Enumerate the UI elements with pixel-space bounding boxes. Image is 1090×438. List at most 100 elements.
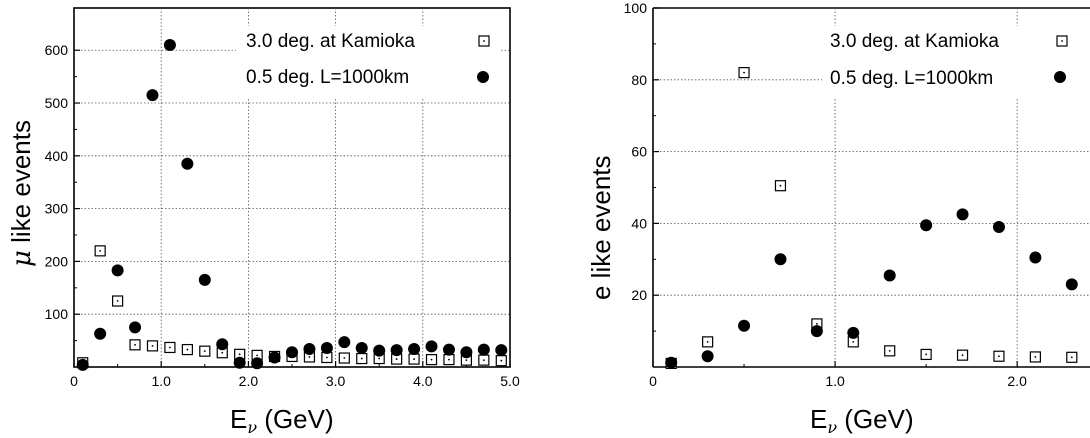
circle-marker xyxy=(268,351,281,364)
square-marker xyxy=(164,341,176,354)
y-axis-label-text: e like events xyxy=(586,155,616,300)
square-marker-dot xyxy=(465,359,468,362)
x-axis-label: Eν (GeV) xyxy=(810,404,914,437)
circle-marker xyxy=(129,321,142,334)
square-marker-dot xyxy=(888,349,891,352)
legend: 3.0 deg. at Kamioka 0.5 deg. L=1000km xyxy=(236,26,500,98)
square-marker xyxy=(1066,351,1078,363)
x-tick-label: 1.0 xyxy=(825,373,845,389)
circle-marker xyxy=(1065,278,1078,291)
legend-background xyxy=(822,26,1090,98)
legend-circle xyxy=(477,71,489,83)
y-tick-label: 100 xyxy=(624,0,648,16)
legend-circle xyxy=(1054,71,1066,83)
x-axis-label-subscript: ν xyxy=(827,418,837,437)
x-tick-label: 1.0 xyxy=(151,373,171,389)
y-tick-label: 600 xyxy=(45,42,69,58)
square-marker-dot xyxy=(169,346,171,349)
y-axis-label-symbol: μ xyxy=(7,250,37,267)
square-marker-dot xyxy=(378,357,381,360)
circle-marker xyxy=(1029,251,1042,264)
circle-marker xyxy=(408,343,421,356)
circle-marker xyxy=(146,89,159,102)
legend-square-dot xyxy=(1061,40,1063,42)
square-marker xyxy=(495,355,507,367)
square-marker-dot xyxy=(203,350,206,353)
circle-marker xyxy=(425,340,438,353)
circle-marker xyxy=(701,350,714,363)
legend-label-series-1: 3.0 deg. at Kamioka xyxy=(246,31,415,52)
square-marker-dot xyxy=(360,357,363,360)
legend-circle-marker xyxy=(477,71,489,83)
circle-marker xyxy=(665,356,678,369)
tick-labels: 100 200 300 400 500 600 0 1.0 2.0 3.0 4.0 5.0 xyxy=(45,42,520,389)
square-marker-dot xyxy=(961,354,964,357)
square-marker-dot xyxy=(706,340,709,343)
circle-marker xyxy=(477,343,490,356)
circle-marker xyxy=(286,346,298,359)
x-tick-label: 2.0 xyxy=(239,373,259,389)
circle-marker xyxy=(94,327,107,340)
legend-square-marker xyxy=(1056,35,1068,47)
legend: 3.0 deg. at Kamioka 0.5 deg. L=1000km xyxy=(822,26,1090,98)
circle-marker xyxy=(251,357,264,370)
circle-marker xyxy=(338,336,351,349)
data-marks xyxy=(665,67,1078,370)
square-marker-dot xyxy=(448,358,450,361)
y-axis-label: μ like events xyxy=(6,120,37,267)
y-tick-label: 20 xyxy=(631,287,647,303)
y-tick-label: 200 xyxy=(45,253,69,269)
x-tick-label: 2.0 xyxy=(1007,373,1027,389)
circle-marker xyxy=(163,38,176,51)
legend-square xyxy=(1056,35,1068,47)
square-marker-dot xyxy=(779,184,782,187)
x-axis-label: Eν (GeV) xyxy=(230,404,334,437)
square-marker xyxy=(199,345,211,357)
x-tick-label: 5.0 xyxy=(500,373,520,389)
square-marker xyxy=(920,348,932,361)
circle-marker xyxy=(883,269,896,282)
square-marker xyxy=(129,339,141,351)
square-marker xyxy=(408,353,420,365)
square-marker-dot xyxy=(99,249,102,252)
square-marker-dot xyxy=(186,348,189,351)
y-tick-label: 100 xyxy=(45,306,69,322)
square-marker-dot xyxy=(1034,356,1037,358)
y-axis-label: e like events xyxy=(586,155,616,300)
square-marker-dot xyxy=(343,357,346,359)
square-marker-dot xyxy=(815,323,818,325)
legend-circle-marker xyxy=(1054,71,1066,83)
square-marker xyxy=(1029,351,1041,363)
tick-marks xyxy=(652,7,1018,367)
x-tick-label: 0 xyxy=(649,373,657,389)
circle-marker xyxy=(495,344,508,357)
square-marker-dot xyxy=(413,358,415,360)
tick-labels: 20 40 60 80 100 0 1.0 2.0 xyxy=(624,0,1027,389)
circle-marker xyxy=(992,220,1005,233)
circle-marker xyxy=(233,356,246,369)
x-axis-label-rest: (GeV) xyxy=(837,404,914,434)
circle-marker xyxy=(320,341,333,354)
muon-events-chart: 100 200 300 400 500 600 0 1.0 2.0 3.0 4.0 5.0 3.0 d… xyxy=(6,7,520,437)
legend-square xyxy=(478,35,490,47)
legend-label-series-2: 0.5 deg. L=1000km xyxy=(830,68,993,89)
data-marks xyxy=(76,38,508,371)
circle-marker xyxy=(460,346,473,359)
legend-background xyxy=(236,26,500,98)
y-tick-label: 60 xyxy=(631,144,647,160)
circle-marker xyxy=(216,338,229,351)
y-tick-label: 500 xyxy=(45,95,69,111)
square-marker xyxy=(338,352,350,364)
square-marker-dot xyxy=(500,359,503,362)
circle-marker xyxy=(198,273,211,286)
square-marker xyxy=(181,343,193,356)
square-marker-dot xyxy=(238,353,241,356)
tick-marks xyxy=(73,49,511,367)
legend-square-dot xyxy=(483,40,485,42)
circle-marker xyxy=(355,341,368,354)
square-marker-dot xyxy=(482,359,485,362)
square-marker xyxy=(321,351,333,364)
square-marker-dot xyxy=(998,355,1000,358)
square-marker-dot xyxy=(430,358,433,361)
